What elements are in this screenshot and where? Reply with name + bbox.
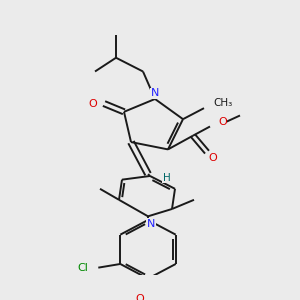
Text: N: N xyxy=(147,219,155,229)
Text: Cl: Cl xyxy=(77,262,88,273)
Text: O: O xyxy=(218,117,227,127)
Text: H: H xyxy=(163,173,171,183)
Text: O: O xyxy=(208,153,217,163)
Text: CH₃: CH₃ xyxy=(213,98,232,108)
Text: N: N xyxy=(151,88,159,98)
Text: O: O xyxy=(136,294,144,300)
Text: O: O xyxy=(88,99,98,109)
